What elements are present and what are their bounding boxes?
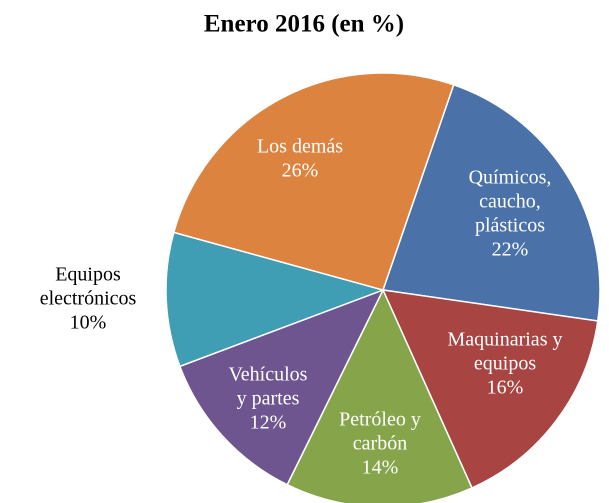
slice-label: carbón xyxy=(353,433,407,455)
value-label: 10% xyxy=(70,312,107,334)
slice-label: Vehículos xyxy=(229,364,308,386)
slice-label: y partes xyxy=(237,388,300,410)
slice-label: Petróleo y xyxy=(339,409,421,431)
pie-slice xyxy=(178,288,385,486)
chart-title: Enero 2016 (en %) xyxy=(204,11,404,38)
slice-label: Maquinarias y xyxy=(448,329,563,351)
slice-label: caucho, xyxy=(479,191,541,213)
value-label: 22% xyxy=(492,239,529,261)
slice-label: Químicos, xyxy=(469,167,552,189)
pie-slice xyxy=(165,231,386,368)
slice-label: electrónicos xyxy=(40,288,137,310)
pie-slice xyxy=(286,288,473,503)
slice-label: plásticos xyxy=(475,215,545,237)
value-label: 16% xyxy=(487,377,524,399)
pie-slice xyxy=(172,72,455,291)
slice-label: Los demás xyxy=(257,136,343,158)
value-label: 26% xyxy=(282,160,319,182)
pie-slice xyxy=(381,83,601,322)
value-label: 12% xyxy=(250,412,287,434)
slice-label: equipos xyxy=(474,353,536,375)
value-label: 14% xyxy=(362,457,399,479)
slice-label: Equipos xyxy=(55,264,121,286)
pie-slice xyxy=(381,289,599,489)
